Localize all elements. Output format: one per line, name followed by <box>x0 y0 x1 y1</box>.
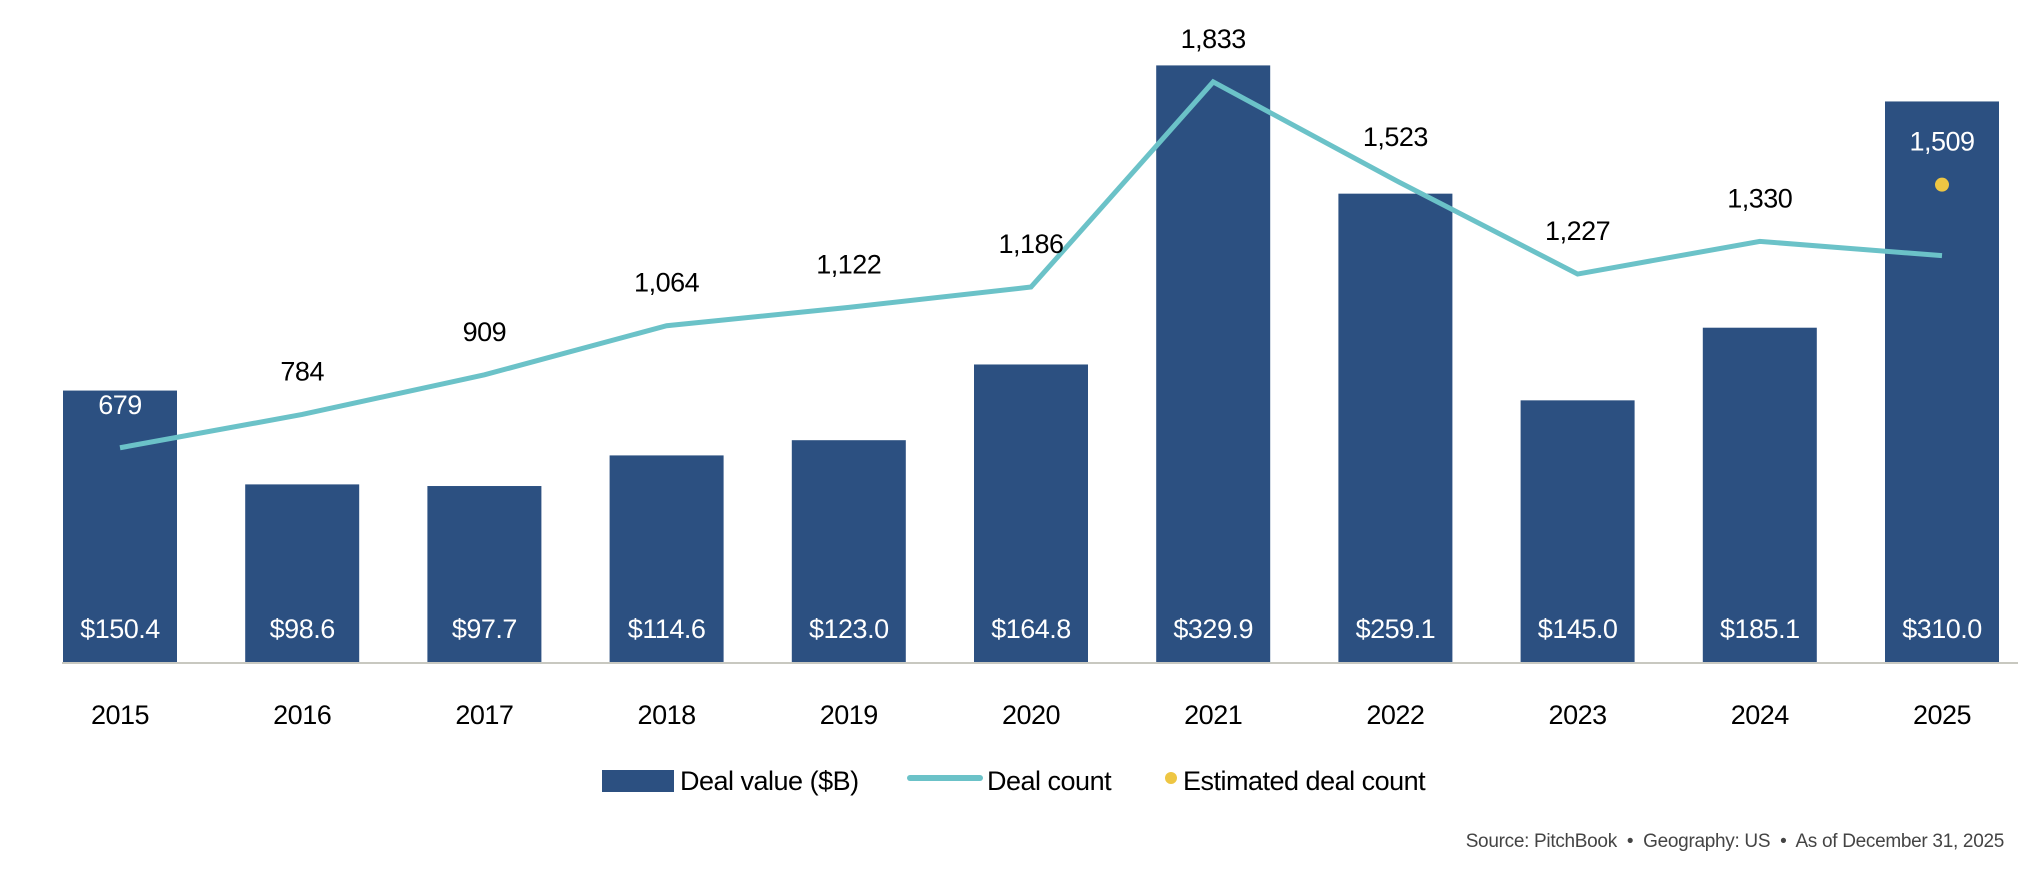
bar-2017 <box>427 486 542 663</box>
count-label-2021: 1,833 <box>1181 24 1246 54</box>
count-label-2020: 1,186 <box>998 229 1063 259</box>
bar-value-label-2019: $123.0 <box>809 614 889 644</box>
bar-value-label-2018: $114.6 <box>628 614 706 644</box>
count-label-2022: 1,523 <box>1363 122 1428 152</box>
x-tick-label-2022: 2022 <box>1366 700 1424 730</box>
count-label-2017: 909 <box>463 317 507 347</box>
bar-2023 <box>1520 400 1635 663</box>
source-note: Source: PitchBook • Geography: US • As o… <box>1466 831 2004 852</box>
bar-2018 <box>609 455 724 663</box>
legend-label-estimated: Estimated deal count <box>1183 766 1426 796</box>
bar-2024 <box>1702 327 1817 663</box>
deal-count-line <box>119 78 1943 451</box>
legend: Deal value ($B) Deal count Estimated dea… <box>602 766 1427 796</box>
bar-2015 <box>63 390 177 663</box>
bar-value-label-2021: $329.9 <box>1173 614 1253 644</box>
bar-2016 <box>245 484 360 663</box>
count-label-2015: 679 <box>98 390 142 420</box>
count-label-2019: 1,122 <box>816 249 881 279</box>
legend-swatch-estimated <box>1165 772 1177 784</box>
count-label-2024: 1,330 <box>1727 183 1792 213</box>
x-tick-label-2015: 2015 <box>91 700 149 730</box>
x-tick-label-2020: 2020 <box>1002 700 1060 730</box>
bar-value-label-2024: $185.1 <box>1720 614 1800 644</box>
x-tick-label-2019: 2019 <box>820 700 878 730</box>
bar-value-label-2016: $98.6 <box>270 614 335 644</box>
bar-2021 <box>1156 65 1271 663</box>
x-tick-label-2023: 2023 <box>1549 700 1607 730</box>
legend-label-deal-count: Deal count <box>987 766 1112 796</box>
bar-value-label-2020: $164.8 <box>991 614 1071 644</box>
estimated-count-label-2025: 1,509 <box>1909 127 1974 157</box>
x-tick-label-2017: 2017 <box>455 700 513 730</box>
legend-swatch-deal-value <box>602 770 674 792</box>
x-tick-label-2025: 2025 <box>1913 700 1971 730</box>
x-tick-label-2018: 2018 <box>638 700 696 730</box>
bar-value-label-2017: $97.7 <box>452 614 517 644</box>
estimated-count-point-2025 <box>1935 177 1949 192</box>
count-label-2018: 1,064 <box>634 268 700 298</box>
bar-value-label-2022: $259.1 <box>1356 614 1436 644</box>
legend-label-deal-value: Deal value ($B) <box>680 766 859 796</box>
x-tick-label-2024: 2024 <box>1731 700 1790 730</box>
bar-2019 <box>791 440 906 663</box>
x-tick-label-2021: 2021 <box>1184 700 1242 730</box>
bar-2025 <box>1885 101 1999 663</box>
bar-value-label-2023: $145.0 <box>1538 614 1618 644</box>
bar-2020 <box>974 364 1088 663</box>
bar-value-label-2025: $310.0 <box>1902 614 1982 644</box>
count-label-2016: 784 <box>280 356 324 386</box>
x-tick-label-2016: 2016 <box>273 700 331 730</box>
bar-2022 <box>1338 193 1453 663</box>
count-label-2023: 1,227 <box>1545 216 1610 246</box>
bar-value-label-2015: $150.4 <box>80 614 160 644</box>
